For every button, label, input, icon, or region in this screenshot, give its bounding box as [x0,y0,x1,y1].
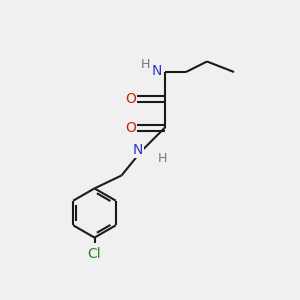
Text: O: O [125,121,136,134]
Text: Cl: Cl [88,247,101,260]
Text: H: H [141,58,150,71]
Text: N: N [152,64,162,78]
Text: H: H [157,152,167,166]
Text: N: N [133,143,143,157]
Text: O: O [125,92,136,106]
